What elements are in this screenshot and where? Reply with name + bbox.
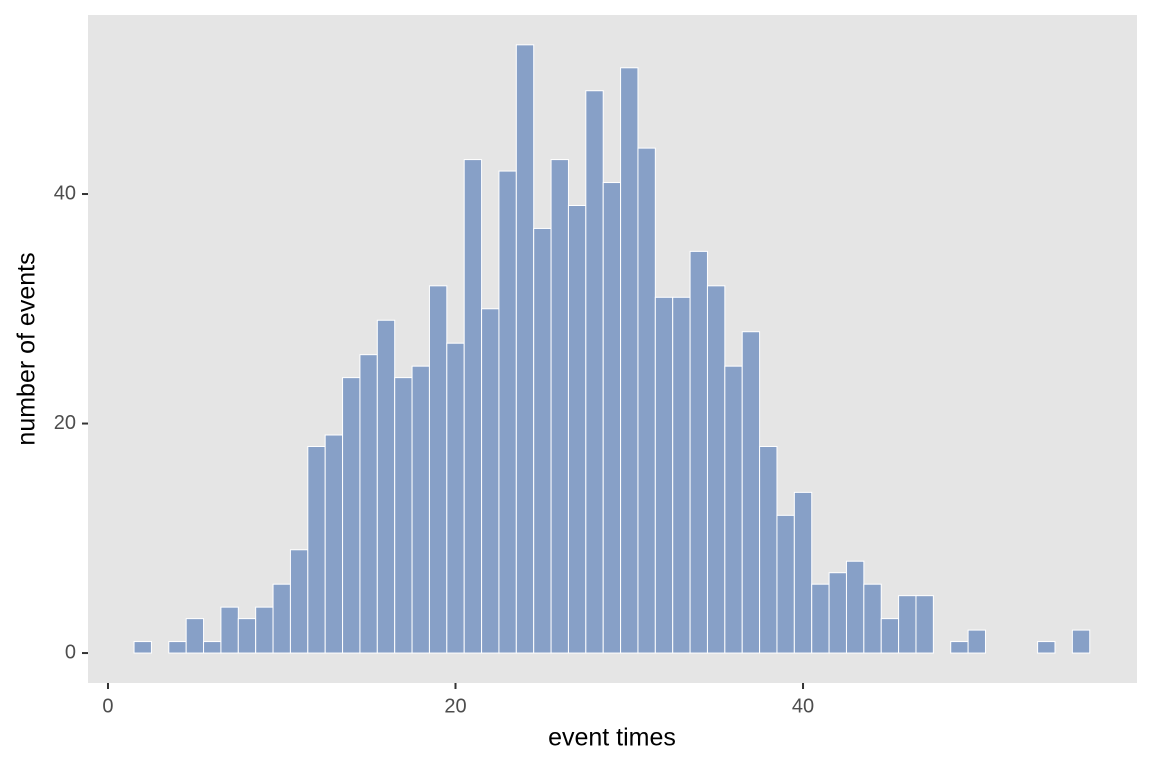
- bar: [915, 595, 934, 654]
- bar: [272, 583, 291, 654]
- bar: [567, 204, 587, 654]
- bar: [203, 641, 222, 654]
- bar: [898, 595, 917, 654]
- bar: [637, 147, 656, 654]
- bar: [342, 377, 361, 654]
- y-axis-title: number of events: [13, 252, 41, 445]
- bar: [289, 549, 309, 654]
- bar: [602, 182, 622, 654]
- bar: [359, 354, 378, 654]
- bar: [793, 491, 813, 654]
- bar: [741, 331, 761, 654]
- x-tick-label: 40: [792, 695, 814, 717]
- bar: [533, 227, 552, 654]
- bar: [324, 434, 344, 654]
- bar: [394, 377, 413, 654]
- bar: [620, 67, 639, 654]
- x-axis-title: event times: [548, 724, 676, 752]
- x-tick-label: 20: [444, 695, 466, 717]
- bar: [185, 618, 205, 654]
- bar: [446, 342, 465, 654]
- bar: [811, 583, 830, 654]
- x-tick-label: 0: [102, 695, 113, 717]
- bar: [376, 319, 396, 654]
- bar: [255, 606, 274, 654]
- bar: [706, 285, 726, 654]
- bar: [724, 365, 743, 654]
- bar: [237, 618, 257, 654]
- bar: [428, 285, 448, 654]
- bar: [759, 445, 778, 654]
- bar: [672, 296, 691, 654]
- bar: [481, 308, 500, 654]
- bar: [863, 583, 882, 654]
- bar: [1037, 641, 1056, 654]
- bar: [411, 365, 430, 654]
- bar: [950, 641, 969, 654]
- bar: [654, 296, 674, 654]
- bar: [967, 629, 986, 654]
- bar: [220, 606, 239, 654]
- y-tick-label: 0: [65, 641, 76, 663]
- bar: [133, 641, 152, 654]
- bar: [880, 618, 900, 654]
- bar: [845, 560, 865, 654]
- bar: [307, 445, 326, 654]
- y-tick-label: 20: [54, 412, 76, 434]
- y-tick-label: 40: [54, 182, 76, 204]
- bar: [689, 250, 708, 654]
- bar: [828, 572, 847, 654]
- bar: [585, 90, 604, 654]
- bar: [168, 641, 187, 654]
- bar: [1071, 629, 1091, 654]
- bar: [463, 159, 483, 654]
- bar: [498, 170, 517, 654]
- bar: [515, 44, 535, 654]
- bar: [550, 159, 569, 654]
- bar: [776, 514, 795, 654]
